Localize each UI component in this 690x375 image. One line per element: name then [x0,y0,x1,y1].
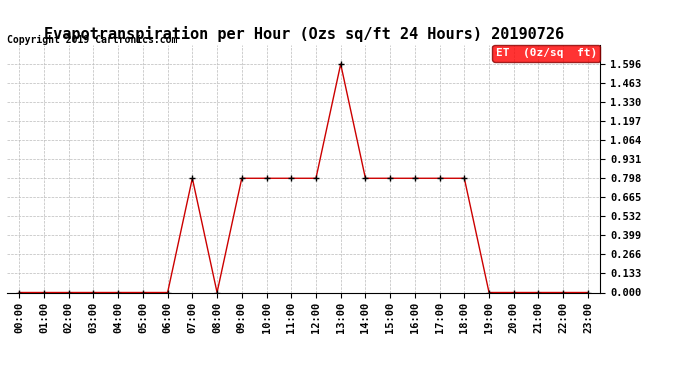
Legend: ET  (0z/sq  ft): ET (0z/sq ft) [493,45,600,62]
Title: Evapotranspiration per Hour (Ozs sq/ft 24 Hours) 20190726: Evapotranspiration per Hour (Ozs sq/ft 2… [43,27,564,42]
Text: Copyright 2019 Cartronics.com: Copyright 2019 Cartronics.com [7,35,177,45]
